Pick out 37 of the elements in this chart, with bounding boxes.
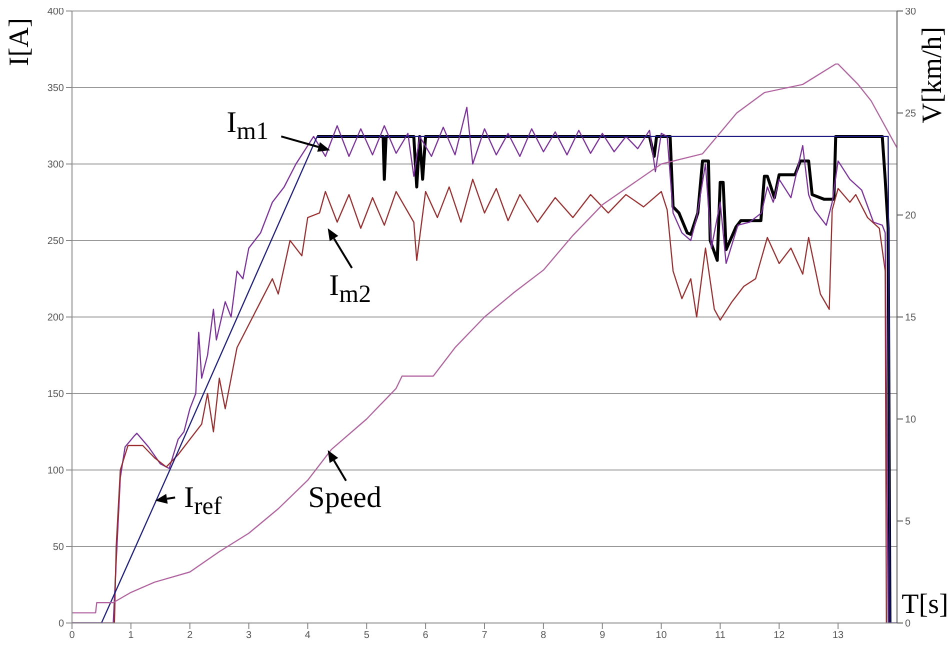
x-tick-label: 12: [774, 630, 786, 642]
x-tick-label: 5: [364, 630, 370, 642]
x-tick-label: 3: [246, 630, 252, 642]
x-tick-label: 2: [187, 630, 194, 642]
x-tick-label: 1: [128, 630, 134, 642]
x-tick-label: 4: [304, 630, 311, 642]
x-tick-label: 10: [656, 630, 668, 642]
y-tick-label: 150: [47, 389, 64, 400]
x-tick-label: 11: [715, 630, 726, 642]
y-tick-label: 250: [47, 236, 64, 248]
x-axis-title: T[s]: [902, 589, 948, 620]
y-tick-label: 50: [52, 542, 64, 554]
y2-tick-label: 30: [905, 6, 917, 18]
series-label: I$_{ref}$: [184, 480, 222, 520]
x-tick-label: 9: [600, 630, 606, 642]
y-tick-label: 400: [47, 6, 64, 18]
x-tick-label: 8: [540, 630, 547, 642]
y2-tick-label: 10: [905, 414, 917, 426]
y-tick-label: 0: [58, 618, 64, 630]
y-tick-label: 200: [47, 312, 64, 324]
y-tick-label: 300: [47, 160, 64, 171]
y2-tick-label: 25: [905, 108, 917, 120]
series-label: Speed: [308, 480, 382, 514]
y-axis-title: I[A]: [4, 18, 35, 66]
y-tick-label: 100: [47, 466, 64, 477]
y2-tick-label: 20: [905, 210, 917, 222]
x-tick-label: 6: [422, 630, 429, 642]
series-label: I$_{m2}$: [329, 269, 372, 308]
x-tick-label: 7: [482, 630, 488, 642]
y-tick-label: 350: [47, 83, 64, 94]
x-tick-label: 13: [832, 630, 844, 642]
series-label: I$_{m1}$: [226, 106, 269, 145]
x-tick-label: 0: [69, 630, 76, 642]
y2-tick-label: 0: [905, 618, 911, 630]
y2-tick-label: 15: [905, 312, 917, 324]
y2-tick-label: 5: [905, 516, 911, 528]
y2-axis-title: V[km/h]: [917, 26, 948, 124]
